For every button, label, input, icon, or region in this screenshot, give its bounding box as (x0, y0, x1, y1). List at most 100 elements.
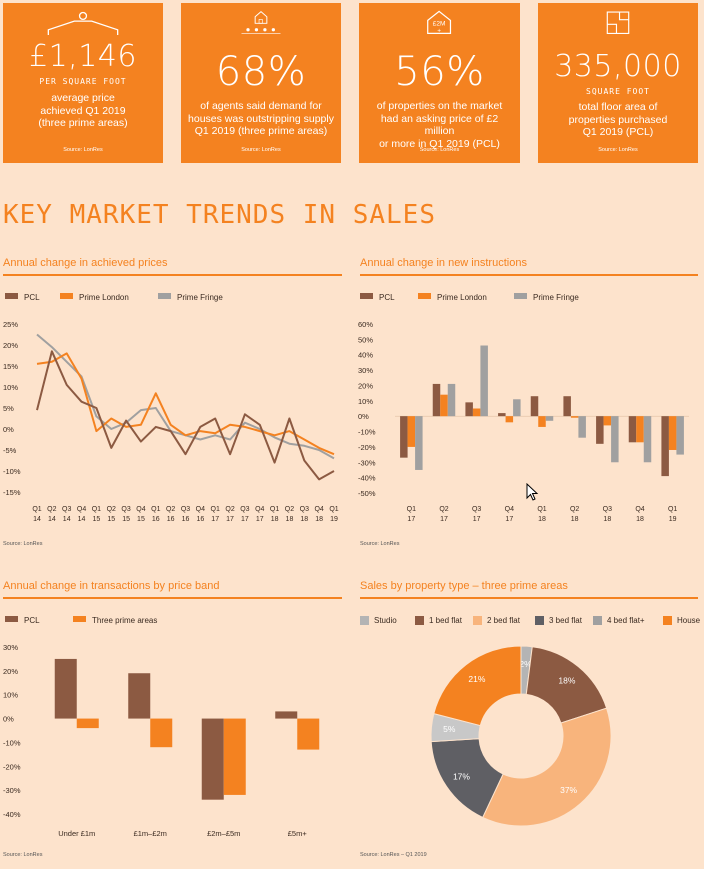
x-tick-label: Q1 (151, 506, 160, 513)
x-tick-label: 19 (330, 516, 338, 523)
bar-prime-london (668, 416, 677, 450)
legend-label: Prime Fringe (177, 293, 223, 302)
x-tick-label: 18 (636, 516, 644, 523)
y-tick-label: -10% (3, 467, 21, 476)
chart-source: Source: LonRes – Q1 2019 (360, 852, 427, 858)
legend-label: PCL (24, 293, 40, 302)
y-tick-label: 15% (3, 362, 18, 371)
bar-prime-fringe (480, 345, 488, 417)
series-line-pcl (36, 350, 335, 481)
chart-title-prices: Annual change in achieved prices (3, 257, 342, 276)
x-tick-label: Q2 (285, 506, 294, 513)
legend-swatch (593, 616, 602, 625)
stat-source: Source: LonRes (598, 147, 638, 153)
x-tick-label: 14 (78, 516, 86, 523)
bar-pcl (275, 711, 298, 719)
bar-pcl (563, 396, 571, 417)
stat-value: 56% (394, 49, 485, 95)
bar-prime-fringe (611, 416, 619, 463)
x-tick-label: Q2 (225, 506, 234, 513)
legend-label: PCL (24, 616, 40, 625)
pie-label: 18% (558, 676, 575, 686)
chart-title-property-type: Sales by property type – three prime are… (360, 580, 698, 599)
legend-label: 3 bed flat (549, 616, 583, 625)
bar-prime-fringe (676, 416, 684, 455)
stat-description: of agents said demand for houses was outs… (188, 100, 334, 137)
series-line-prime-london (36, 352, 335, 456)
x-tick-label: Q3 (62, 506, 71, 513)
y-tick-label: -10% (358, 428, 376, 437)
y-tick-label: 60% (358, 320, 373, 329)
x-tick-label: Q1 (32, 506, 41, 513)
x-tick-label: Q1 (407, 506, 416, 513)
legend-swatch (535, 616, 544, 625)
legend-label: 1 bed flat (429, 616, 463, 625)
y-tick-label: -10% (3, 738, 21, 747)
bar-prime-fringe (513, 399, 521, 417)
chart-source: Source: LonRes (3, 852, 43, 858)
stat-card-asking-price: £2M + 56% of properties on the market had… (359, 3, 520, 163)
x-tick-label: Q3 (603, 506, 612, 513)
chart-new-instructions: PCL Prime London Prime Fringe 60% 50% 40% 30% 2… (358, 293, 689, 523)
legend-swatch (360, 616, 369, 625)
x-tick-label: £1m–£2m (134, 829, 167, 838)
floor-plan-icon (606, 11, 630, 35)
y-tick-label: 20% (3, 341, 18, 350)
y-tick-label: 20% (358, 381, 373, 390)
legend-swatch (663, 616, 672, 625)
y-tick-label: -30% (3, 786, 21, 795)
bar-prime-fringe (415, 416, 423, 470)
x-tick-label: 17 (440, 516, 448, 523)
bar-prime-london (636, 416, 644, 443)
bar-three-prime-areas (297, 718, 320, 750)
stat-source: Source: LonRes (63, 147, 103, 153)
legend-swatch (514, 293, 527, 299)
bar-prime-fringe (447, 383, 456, 417)
x-tick-label: Q4 (136, 506, 145, 513)
bar-prime-london (407, 416, 416, 447)
bar-prime-london (472, 408, 481, 417)
x-tick-label: Under £1m (58, 829, 95, 838)
chart-source: Source: LonRes (3, 541, 43, 547)
pie-label: 37% (560, 785, 577, 795)
bar-pcl (596, 416, 604, 444)
x-tick-label: Q1 (537, 506, 546, 513)
bar-pcl (628, 416, 637, 443)
x-tick-label: Q3 (181, 506, 190, 513)
bar-prime-london (440, 394, 448, 417)
y-tick-label: -5% (3, 446, 17, 455)
y-tick-label: -20% (358, 443, 376, 452)
legend-swatch (360, 293, 373, 299)
x-tick-label: 18 (603, 516, 611, 523)
x-tick-label: 18 (300, 516, 308, 523)
chart-title-transactions: Annual change in transactions by price b… (3, 580, 342, 599)
y-tick-label: 25% (3, 320, 18, 329)
bar-prime-london (603, 416, 612, 426)
x-tick-label: Q4 (635, 506, 644, 513)
stat-card-price: £1,146 PER SQUARE FOOT average price achi… (3, 3, 163, 163)
bar-three-prime-areas (223, 718, 246, 795)
bar-pcl (465, 402, 473, 417)
chart-source: Source: LonRes (360, 541, 400, 547)
x-tick-label: Q4 (77, 506, 86, 513)
stat-source: Source: LonRes (419, 147, 460, 153)
x-tick-label: 17 (256, 516, 264, 523)
bar-pcl (128, 673, 151, 719)
x-tick-label: 16 (167, 516, 175, 523)
house-price-icon: £2M + (427, 10, 452, 35)
stat-description: average price achieved Q1 2019 (three prim… (38, 92, 128, 129)
legend-swatch (415, 616, 424, 625)
bar-prime-fringe (578, 416, 586, 438)
bar-prime-london (505, 416, 514, 423)
x-tick-label: Q1 (211, 506, 220, 513)
pie-label: 2% (519, 659, 532, 669)
bar-pcl (432, 383, 441, 417)
y-tick-label: -20% (3, 762, 21, 771)
x-tick-label: 17 (473, 516, 481, 523)
x-tick-label: Q2 (47, 506, 56, 513)
x-tick-label: 14 (63, 516, 71, 523)
y-tick-label: 0% (3, 425, 14, 434)
stat-card-floor-area: 335,000 SQUARE FOOT total floor area of p… (538, 3, 698, 163)
x-tick-label: Q3 (300, 506, 309, 513)
legend-label: 4 bed flat+ (607, 616, 645, 625)
